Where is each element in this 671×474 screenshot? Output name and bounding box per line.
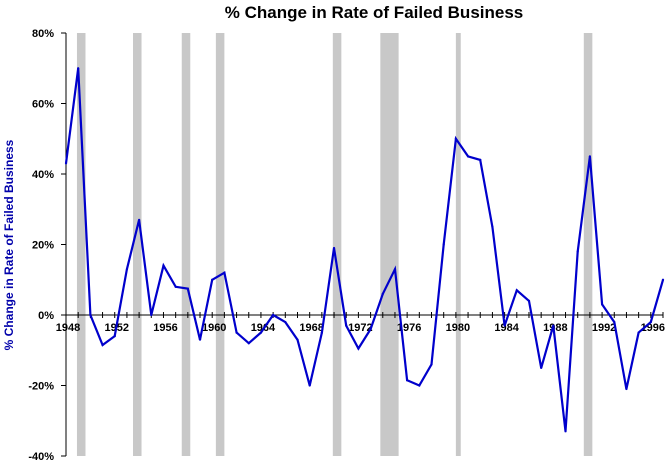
x-tick-label: 1972 xyxy=(348,322,372,334)
data-point xyxy=(466,155,470,158)
data-point xyxy=(637,331,640,334)
recession-band xyxy=(583,33,593,456)
recession-band xyxy=(76,33,86,456)
data-point xyxy=(613,320,616,324)
data-point xyxy=(515,289,518,292)
series-line xyxy=(64,68,665,432)
data-point xyxy=(89,313,92,317)
data-point xyxy=(272,313,275,317)
x-tick-label: 1968 xyxy=(299,322,323,334)
y-tick-label: 40% xyxy=(32,169,54,181)
y-tick-label: 20% xyxy=(32,240,54,252)
data-point xyxy=(540,366,543,369)
data-point xyxy=(625,387,628,391)
data-point xyxy=(211,278,214,281)
data-point xyxy=(150,313,153,317)
recession-band xyxy=(215,33,225,456)
data-point xyxy=(491,225,494,228)
data-point xyxy=(393,268,397,271)
recession-band xyxy=(332,33,342,456)
data-point xyxy=(564,430,567,433)
x-tick-label: 1948 xyxy=(56,322,80,334)
data-point xyxy=(138,218,141,221)
y-tick-label: 60% xyxy=(32,99,54,111)
y-tick-label: 0% xyxy=(38,310,54,322)
data-point xyxy=(454,137,457,140)
data-point xyxy=(223,271,226,274)
data-point xyxy=(406,379,409,382)
data-point xyxy=(552,324,555,327)
data-point xyxy=(588,155,591,158)
data-point xyxy=(320,331,323,334)
data-point xyxy=(247,342,250,345)
data-point xyxy=(418,384,421,387)
data-point xyxy=(381,292,384,295)
y-tick-label: 80% xyxy=(32,28,54,40)
data-point xyxy=(125,268,129,271)
ticks: 80%60%40%20%0%-20%-40%1948 1952 1956 1960 19… xyxy=(28,28,665,463)
series-points xyxy=(64,67,665,433)
data-point xyxy=(430,363,433,366)
data-point xyxy=(442,243,445,246)
x-tick-label: 1980 xyxy=(446,322,470,334)
x-tick-label: 1984 xyxy=(494,322,519,334)
data-point xyxy=(369,328,372,331)
data-point xyxy=(64,162,68,165)
recession-bands xyxy=(76,33,593,456)
data-point xyxy=(332,246,336,250)
data-point xyxy=(649,320,652,324)
data-point xyxy=(527,299,531,302)
data-point xyxy=(284,320,287,324)
recession-band xyxy=(181,33,191,456)
data-point xyxy=(479,158,482,161)
data-point xyxy=(661,278,665,281)
data-point xyxy=(174,285,177,288)
y-axis-label: % Change in Rate of Failed Business xyxy=(2,139,16,350)
data-point xyxy=(186,287,189,290)
recession-band xyxy=(455,33,461,456)
x-tick-label: 1960 xyxy=(202,322,226,334)
data-point xyxy=(296,338,299,341)
data-point xyxy=(357,347,360,350)
data-point xyxy=(235,331,238,334)
data-point xyxy=(503,324,506,327)
data-point xyxy=(576,250,579,253)
data-point xyxy=(162,264,165,267)
data-point xyxy=(101,343,104,347)
data-point xyxy=(113,335,116,338)
x-tick-label: 1976 xyxy=(397,322,421,334)
x-tick-label: 1992 xyxy=(592,322,616,334)
recession-band xyxy=(133,33,142,456)
data-point xyxy=(308,384,311,387)
data-point xyxy=(600,303,604,306)
y-tick-label: -40% xyxy=(28,451,54,463)
data-point xyxy=(259,331,263,334)
axes xyxy=(65,33,663,456)
x-tick-label: 1988 xyxy=(543,322,567,334)
data-point xyxy=(198,338,202,341)
recession-band xyxy=(380,33,399,456)
data-point xyxy=(345,324,348,327)
chart-title: % Change in Rate of Failed Business xyxy=(225,3,524,22)
x-tick-label: 1956 xyxy=(153,322,177,334)
y-tick-label: -20% xyxy=(28,381,54,393)
data-point xyxy=(77,67,80,70)
